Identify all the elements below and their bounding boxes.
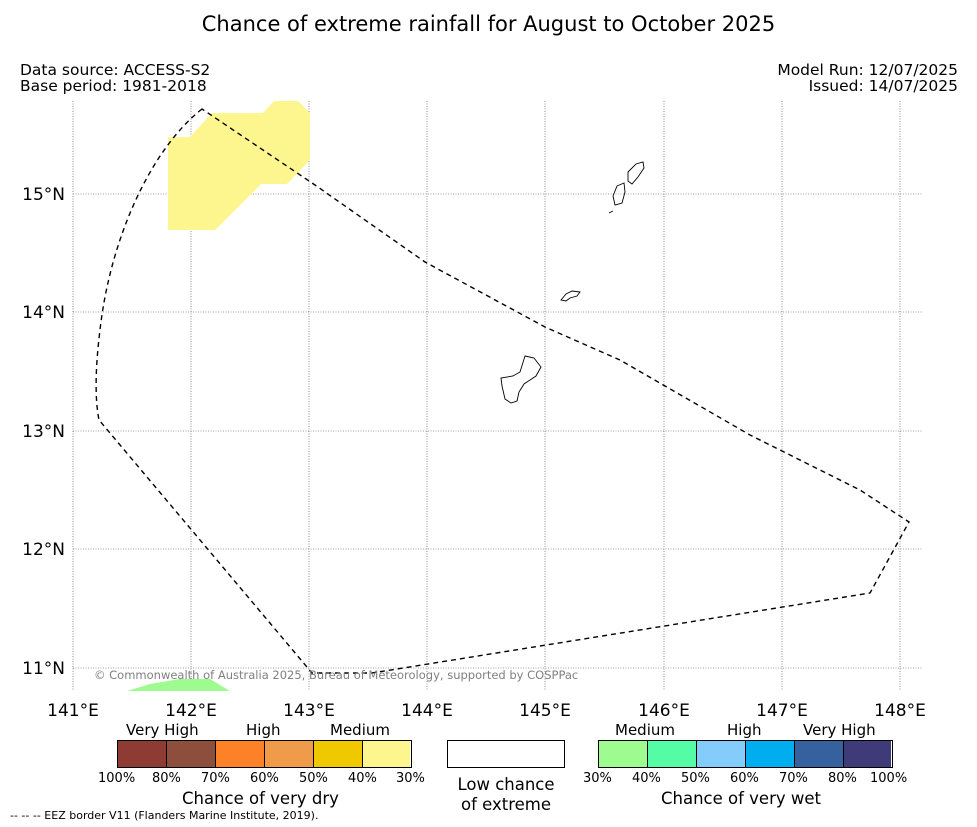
- lon-tick: 147°E: [756, 701, 808, 721]
- map-gridlines: [72, 101, 923, 690]
- issued-date: Issued: 14/07/2025: [808, 77, 958, 95]
- page-title: Chance of extreme rainfall for August to…: [201, 12, 776, 36]
- legend-wet-category: Very High: [803, 721, 876, 739]
- legend-dry-swatch: [314, 741, 363, 767]
- legend-dry-swatch: [216, 741, 265, 767]
- legend-dry-category: High: [246, 721, 281, 739]
- lat-tick: 15°N: [22, 185, 65, 205]
- legend-wet-label: 30%: [583, 771, 612, 786]
- data-source: Data source: ACCESS-S2: [20, 61, 211, 79]
- legend-low-box: [447, 740, 565, 768]
- legend-dry-label: 30%: [396, 771, 425, 786]
- lon-tick: 142°E: [165, 701, 217, 721]
- legend-dry-label: 70%: [201, 771, 230, 786]
- legend-wet-label: 80%: [828, 771, 857, 786]
- lat-tick: 11°N: [22, 659, 65, 679]
- legend-wet-swatch: [648, 741, 697, 767]
- lon-tick: 146°E: [638, 701, 690, 721]
- legend-dry-category: Very High: [126, 721, 199, 739]
- lat-tick: 14°N: [22, 303, 65, 323]
- lon-tick: 145°E: [519, 701, 571, 721]
- dry-medium-region: [168, 101, 310, 230]
- longitude-labels: 141°E 142°E 143°E 144°E 145°E 146°E 147°…: [47, 701, 926, 721]
- legend-wet-label: 60%: [730, 771, 759, 786]
- lat-tick: 13°N: [22, 422, 65, 442]
- legend-wet-colorbar: [598, 740, 893, 768]
- legend-wet-category: High: [727, 721, 762, 739]
- legend-dry-title: Chance of very dry: [182, 789, 339, 808]
- legend-wet-swatch: [697, 741, 746, 767]
- legend-wet-label: 50%: [681, 771, 710, 786]
- lon-tick: 141°E: [47, 701, 99, 721]
- legend-dry-label: 40%: [348, 771, 377, 786]
- eez-note: -- -- -- EEZ border V11 (Flanders Marine…: [10, 809, 319, 822]
- legend-dry-swatch: [363, 741, 410, 767]
- eez-border: [95, 108, 910, 674]
- legend-wet-label: 100%: [870, 771, 908, 786]
- islands: [500, 161, 645, 404]
- island-tinian: [612, 182, 626, 206]
- island-aguijan: [608, 210, 614, 214]
- legend-wet-swatch: [599, 741, 648, 767]
- legend-dry-swatch: [167, 741, 216, 767]
- legend-dry-label: 50%: [299, 771, 328, 786]
- lat-tick: 12°N: [22, 540, 65, 560]
- legend-wet-swatch: [844, 741, 891, 767]
- legend-wet-label: 40%: [632, 771, 661, 786]
- legend-dry-label: 60%: [250, 771, 279, 786]
- lon-tick: 144°E: [401, 701, 453, 721]
- model-run: Model Run: 12/07/2025: [777, 61, 958, 79]
- legend-dry-label: 100%: [98, 771, 136, 786]
- lon-tick: 143°E: [283, 701, 335, 721]
- legend-dry-colorbar: [117, 740, 412, 768]
- lon-tick: 148°E: [874, 701, 926, 721]
- legend-dry-label: 80%: [152, 771, 181, 786]
- island-guam: [500, 355, 542, 404]
- legend-dry-swatch: [118, 741, 167, 767]
- latitude-labels: 15°N 14°N 13°N 12°N 11°N: [22, 185, 65, 679]
- legend-dry-category: Medium: [330, 721, 390, 739]
- legend-wet-label: 70%: [779, 771, 808, 786]
- legend-dry-swatch: [265, 741, 314, 767]
- legend-low-line2: of extreme: [460, 795, 552, 814]
- wet-medium-region: [127, 679, 230, 691]
- base-period: Base period: 1981-2018: [20, 77, 207, 95]
- legend-low-line1: Low chance: [457, 775, 555, 794]
- legend-wet-category: Medium: [615, 721, 675, 739]
- island-rota: [560, 290, 581, 302]
- legend-wet-swatch: [795, 741, 844, 767]
- legend-wet-swatch: [746, 741, 795, 767]
- legend-wet-title: Chance of very wet: [661, 789, 821, 808]
- copyright-text: © Commonwealth of Australia 2025, Bureau…: [94, 668, 578, 682]
- island-saipan: [627, 161, 645, 185]
